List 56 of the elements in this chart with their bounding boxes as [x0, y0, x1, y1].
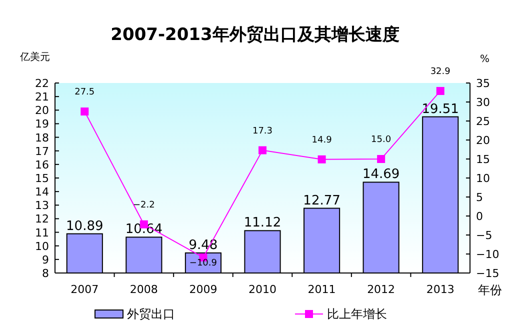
y-tick-label: 14 — [35, 186, 49, 199]
y-tick-label: 20 — [35, 104, 49, 118]
data-label: 14.9 — [312, 135, 332, 146]
data-label: −2.2 — [133, 200, 155, 210]
y2-tick-label: −10 — [476, 248, 500, 261]
y-tick-label: 16 — [35, 158, 49, 172]
data-label: −10.9 — [189, 258, 218, 268]
y2-tick-label: 0 — [476, 210, 483, 223]
data-label: 19.51 — [422, 102, 459, 117]
point — [80, 108, 89, 116]
y-tick-label: 17 — [35, 144, 49, 158]
data-label: 15.0 — [371, 135, 392, 145]
point — [318, 155, 326, 164]
y2-tick-label: −15 — [476, 267, 500, 280]
data-label: 17.3 — [252, 126, 273, 136]
y-tick-label: 11 — [35, 226, 49, 240]
point — [258, 146, 266, 154]
data-label: 12.77 — [303, 193, 340, 208]
x-tick-label: 2012 — [367, 283, 396, 296]
x-tick-label: 2007 — [70, 283, 99, 296]
legend-label: 外贸出口 — [127, 307, 175, 321]
x-tick-label: 2010 — [248, 283, 276, 296]
y2-tick-label: 35 — [476, 77, 490, 90]
y-tick-label: 13 — [35, 199, 49, 212]
x-axis-title: 年份 — [478, 283, 502, 297]
y-tick-label: 12 — [35, 212, 49, 226]
x-tick-label: 2008 — [130, 283, 158, 296]
y-tick-label: 21 — [35, 90, 49, 104]
y2-axis-title: % — [480, 54, 490, 65]
y-tick-label: 10 — [35, 240, 49, 253]
y2-tick-label: 25 — [476, 115, 490, 128]
y-tick-label: 19 — [35, 118, 49, 131]
y-tick-label: 9 — [42, 253, 49, 266]
y2-tick-label: 10 — [476, 172, 490, 185]
legend-label: 比上年增长 — [327, 307, 387, 321]
point — [436, 86, 444, 95]
y-tick-label: 8 — [42, 267, 49, 280]
data-label: 10.89 — [66, 218, 104, 234]
y2-tick-label: 5 — [476, 191, 483, 204]
point — [377, 155, 386, 163]
y2-tick-label: −5 — [476, 229, 492, 242]
data-label: 27.5 — [74, 88, 95, 98]
data-label: 11.12 — [244, 216, 282, 231]
y-axis-title: 亿美元 — [19, 51, 50, 63]
chart-title: 2007-2013年外贸出口及其增长速度 — [110, 25, 400, 45]
y-tick-label: 18 — [35, 131, 49, 144]
y2-tick-label: 15 — [476, 153, 490, 166]
data-label: 32.9 — [430, 66, 451, 77]
y2-tick-label: 30 — [476, 96, 490, 109]
y-tick-label: 22 — [35, 77, 49, 90]
x-tick-label: 2011 — [308, 283, 336, 296]
x-tick-label: 2009 — [189, 283, 218, 296]
y-tick-label: 15 — [35, 172, 49, 185]
y2-tick-label: 20 — [476, 134, 490, 147]
x-tick-label: 2013 — [426, 283, 454, 296]
data-label: 14.69 — [362, 167, 400, 182]
